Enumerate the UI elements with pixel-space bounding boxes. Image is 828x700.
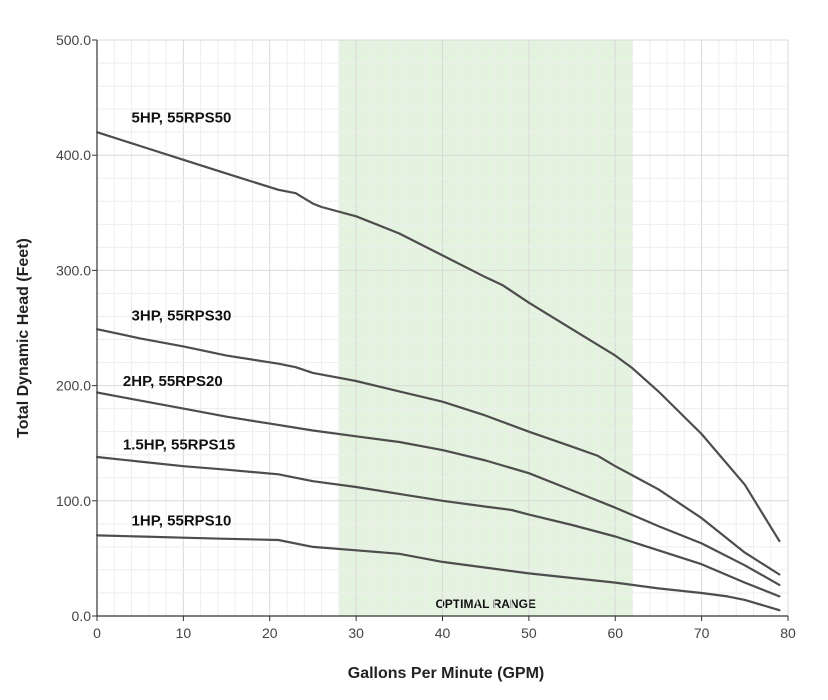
series-line-3hp-55rps30 xyxy=(95,328,781,576)
x-tick-label: 80 xyxy=(780,625,796,641)
series-label-1-5hp-55rps15: 1.5HP, 55RPS15 xyxy=(123,437,235,454)
series-line-5hp-55rps50 xyxy=(95,131,781,543)
optimal-range-band-layer: OPTIMAL RANGE xyxy=(338,40,633,616)
series-layer xyxy=(95,131,781,612)
x-tick-label: 20 xyxy=(262,625,278,641)
x-tick-label: 10 xyxy=(176,625,192,641)
x-tick-label: 70 xyxy=(694,625,710,641)
series-label-1hp-55rps10: 1HP, 55RPS10 xyxy=(132,513,232,530)
series-line-1-5hp-55rps15 xyxy=(95,455,781,598)
series-label-layer: 5HP, 55RPS50 3HP, 55RPS30 2HP, 55RPS20 1.5H… xyxy=(123,109,235,529)
series-label-2hp-55rps20: 2HP, 55RPS20 xyxy=(123,373,223,390)
x-tick-label: 30 xyxy=(348,625,364,641)
y-tick-label: 100.0 xyxy=(56,493,91,509)
y-tick-label: 0.0 xyxy=(72,608,92,624)
x-axis-title: Gallons Per Minute (GPM) xyxy=(348,665,544,682)
optimal-range-band xyxy=(338,40,633,616)
axis-layer: 0 10 20 30 40 50 60 70 80 0.0 100.0 200.0 300.0 400.0… xyxy=(56,32,796,641)
series-line-1hp-55rps10 xyxy=(95,534,781,612)
x-tick-label: 50 xyxy=(521,625,537,641)
y-axis-title: Total Dynamic Head (Feet) xyxy=(15,238,32,438)
y-tick-label: 200.0 xyxy=(56,378,91,394)
series-label-3hp-55rps30: 3HP, 55RPS30 xyxy=(132,308,232,325)
series-line-2hp-55rps20 xyxy=(95,391,781,586)
y-tick-label: 400.0 xyxy=(56,147,91,163)
x-tick-label: 60 xyxy=(607,625,623,641)
y-tick-label: 300.0 xyxy=(56,262,91,278)
optimal-range-label: OPTIMAL RANGE xyxy=(435,597,535,611)
y-tick-label: 500.0 xyxy=(56,32,91,48)
x-tick-label: 40 xyxy=(435,625,451,641)
series-label-5hp-55rps50: 5HP, 55RPS50 xyxy=(132,109,232,126)
x-tick-label: 0 xyxy=(93,625,101,641)
